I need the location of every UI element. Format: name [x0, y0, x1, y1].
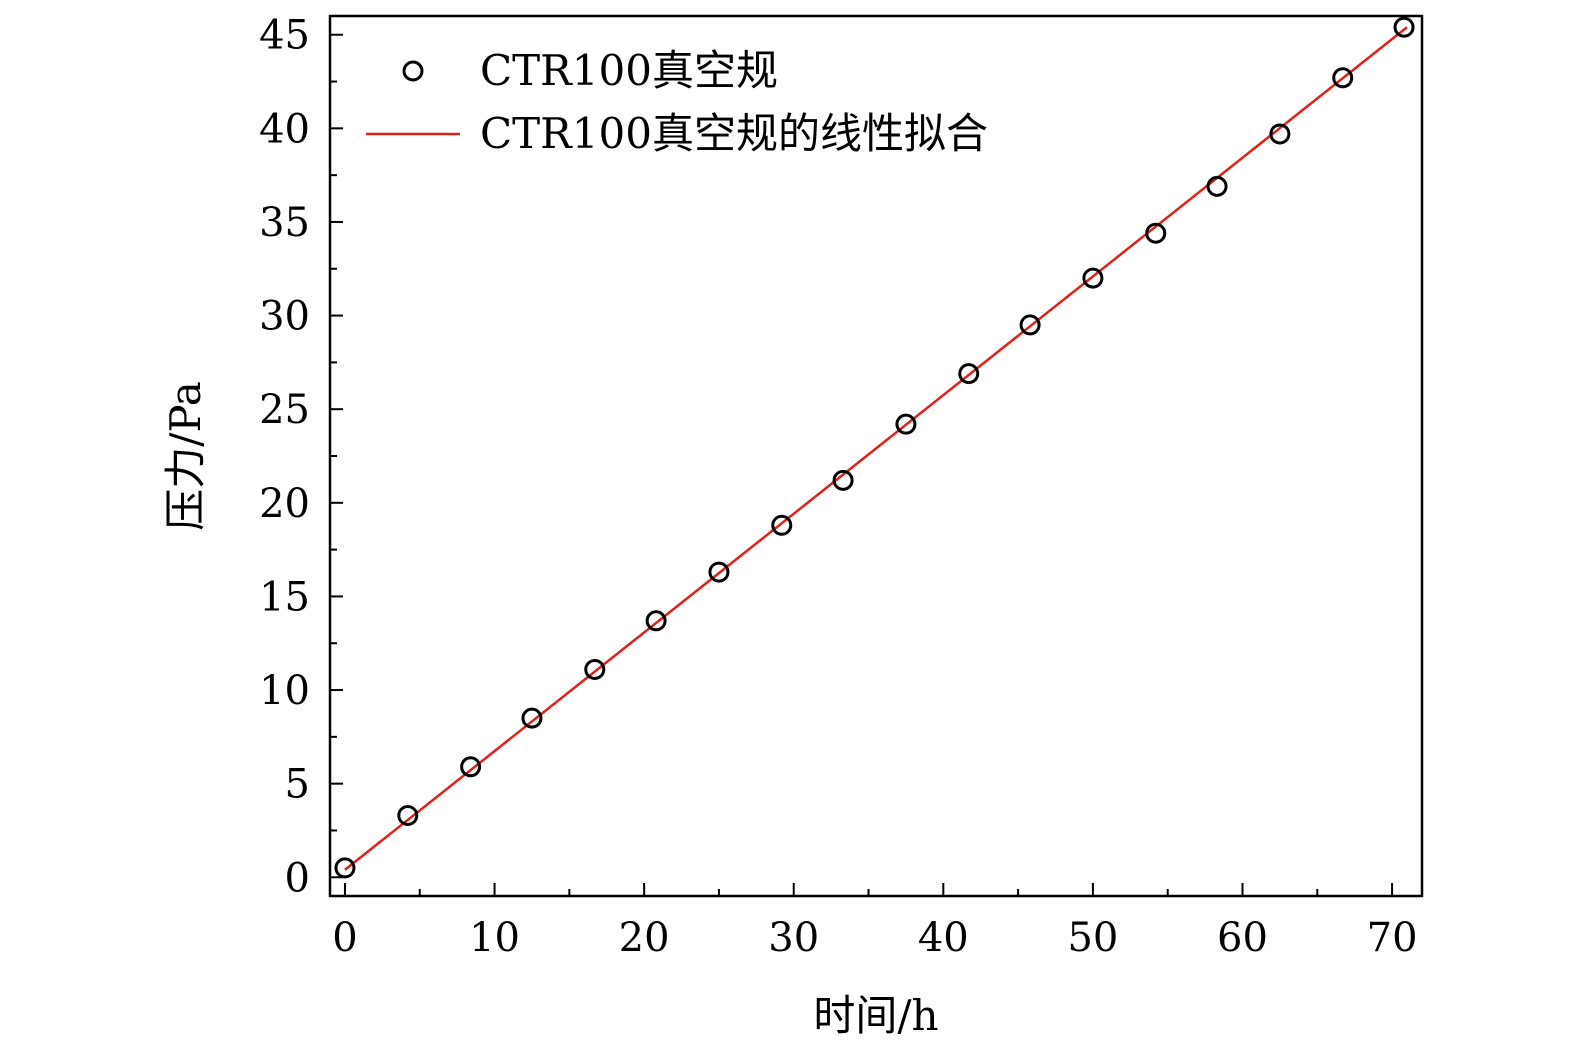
series-layer	[334, 16, 1415, 879]
fit-line	[344, 26, 1408, 871]
x-tick-label: 50	[1067, 915, 1118, 961]
data-point	[708, 561, 730, 583]
y-tick-label: 35	[259, 200, 310, 246]
legend-label: CTR100真空规	[480, 46, 778, 95]
data-point	[460, 756, 482, 778]
legend-label: CTR100真空规的线性拟合	[480, 109, 988, 158]
data-point	[832, 469, 854, 491]
y-tick-label: 0	[285, 855, 310, 901]
data-point	[1019, 314, 1041, 336]
x-tick-label: 60	[1217, 915, 1268, 961]
x-axis-ticks: 0 10 20 30 40 50 60 70	[332, 883, 1418, 961]
legend: CTR100真空规 CTR100真空规的线性拟合	[366, 46, 988, 158]
legend-marker	[402, 60, 424, 82]
data-point	[334, 857, 356, 879]
data-point	[1332, 67, 1354, 89]
data-point	[771, 514, 793, 536]
y-axis-label: 压力/Pa	[161, 381, 210, 531]
x-tick-label: 20	[619, 915, 670, 961]
data-point	[1269, 123, 1291, 145]
y-axis-ticks: 0 5 10 15 20 25 30 35 40 45	[259, 13, 343, 901]
data-point	[1145, 222, 1167, 244]
y-tick-label: 30	[259, 294, 310, 340]
data-point	[895, 413, 917, 435]
data-point	[645, 610, 667, 632]
y-tick-label: 20	[259, 481, 310, 527]
x-tick-label: 0	[332, 915, 357, 961]
y-tick-label: 10	[259, 668, 310, 714]
y-tick-label: 5	[285, 762, 310, 808]
data-point	[584, 658, 606, 680]
data-point	[1082, 267, 1104, 289]
x-axis-label: 时间/h	[813, 991, 938, 1040]
y-tick-label: 15	[259, 574, 310, 620]
y-tick-label: 40	[259, 106, 310, 152]
y-tick-label: 45	[259, 13, 310, 59]
x-tick-label: 30	[768, 915, 819, 961]
x-tick-label: 70	[1367, 915, 1418, 961]
data-point	[521, 707, 543, 729]
x-tick-label: 40	[918, 915, 969, 961]
y-tick-label: 25	[259, 387, 310, 433]
data-point	[1206, 175, 1228, 197]
data-point	[397, 804, 419, 826]
data-point	[1393, 16, 1415, 38]
data-point	[958, 363, 980, 385]
x-tick-label: 10	[469, 915, 520, 961]
